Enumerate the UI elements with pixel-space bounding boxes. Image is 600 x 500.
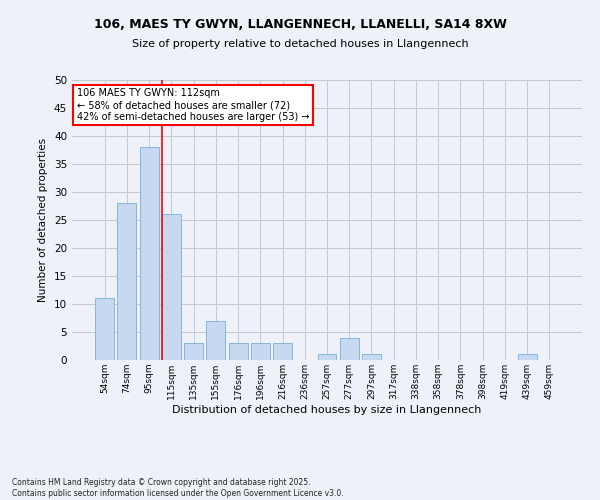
Bar: [251, 343, 270, 360]
Bar: [317, 354, 337, 360]
Bar: [229, 343, 248, 360]
Bar: [118, 203, 136, 360]
Bar: [95, 298, 114, 360]
X-axis label: Distribution of detached houses by size in Llangennech: Distribution of detached houses by size …: [172, 404, 482, 414]
Text: 106 MAES TY GWYN: 112sqm
← 58% of detached houses are smaller (72)
42% of semi-d: 106 MAES TY GWYN: 112sqm ← 58% of detach…: [77, 88, 310, 122]
Bar: [140, 147, 158, 360]
Text: 106, MAES TY GWYN, LLANGENNECH, LLANELLI, SA14 8XW: 106, MAES TY GWYN, LLANGENNECH, LLANELLI…: [94, 18, 506, 30]
Text: Size of property relative to detached houses in Llangennech: Size of property relative to detached ho…: [131, 39, 469, 49]
Bar: [206, 321, 225, 360]
Bar: [518, 354, 536, 360]
Bar: [162, 214, 181, 360]
Bar: [340, 338, 359, 360]
Bar: [184, 343, 203, 360]
Y-axis label: Number of detached properties: Number of detached properties: [38, 138, 49, 302]
Bar: [362, 354, 381, 360]
Bar: [273, 343, 292, 360]
Text: Contains HM Land Registry data © Crown copyright and database right 2025.
Contai: Contains HM Land Registry data © Crown c…: [12, 478, 344, 498]
